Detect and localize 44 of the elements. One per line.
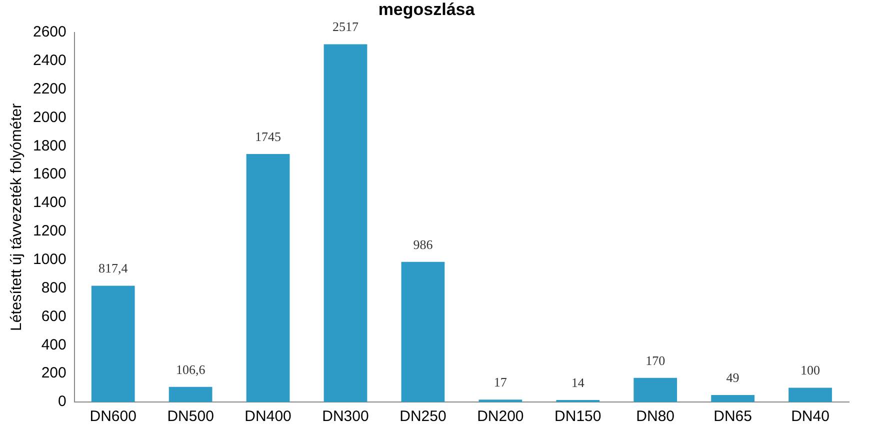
- y-tick-label: 600: [41, 308, 66, 325]
- data-label: 49: [726, 370, 740, 385]
- bar: [634, 378, 678, 402]
- x-tick-label: DN250: [400, 408, 446, 426]
- x-tick-label: DN200: [477, 408, 524, 426]
- data-label: 2517: [332, 19, 359, 34]
- y-tick-label: 2000: [32, 108, 66, 126]
- y-tick-label: 1000: [32, 250, 66, 268]
- x-tick-label: DN65: [714, 408, 752, 426]
- y-tick-label: 2600: [32, 24, 66, 41]
- x-tick-label: DN300: [322, 408, 369, 426]
- y-tick-label: 1400: [32, 194, 66, 212]
- x-tick-label: DN600: [90, 408, 136, 426]
- y-tick-label: 1600: [32, 166, 66, 183]
- bar: [788, 388, 832, 402]
- y-tick-label: 1800: [32, 137, 66, 154]
- chart-title: megoszlása: [378, 0, 476, 19]
- y-tick-label: 1200: [32, 222, 66, 240]
- x-tick-label: DN500: [167, 408, 214, 426]
- data-label: 14: [571, 374, 585, 390]
- x-tick-label: DN40: [791, 408, 830, 426]
- y-tick-label: 800: [41, 279, 66, 296]
- x-tick-label: DN400: [244, 408, 292, 426]
- bar: [91, 286, 135, 402]
- bar: [168, 386, 212, 402]
- x-tick-label: DN150: [554, 408, 602, 426]
- data-label: 1745: [255, 128, 282, 144]
- bar: [711, 395, 754, 402]
- y-axis-title: Létesített új távvezeték folyóméter: [8, 103, 26, 332]
- y-tick-label: 2200: [32, 80, 66, 98]
- y-tick-label: 400: [41, 336, 66, 354]
- bar: [324, 44, 368, 402]
- y-tick-label: 0: [58, 393, 66, 410]
- data-label: 170: [646, 352, 666, 368]
- bar: [401, 262, 445, 402]
- data-label: 106,6: [176, 362, 206, 377]
- y-tick-label: 2400: [32, 52, 66, 69]
- y-tick-label: 200: [41, 364, 66, 382]
- data-label: 986: [413, 236, 434, 252]
- data-label: 17: [494, 374, 508, 390]
- data-label: 100: [800, 362, 820, 378]
- bar: [246, 154, 290, 402]
- data-label: 817,4: [98, 260, 128, 276]
- x-tick-label: DN80: [636, 408, 675, 426]
